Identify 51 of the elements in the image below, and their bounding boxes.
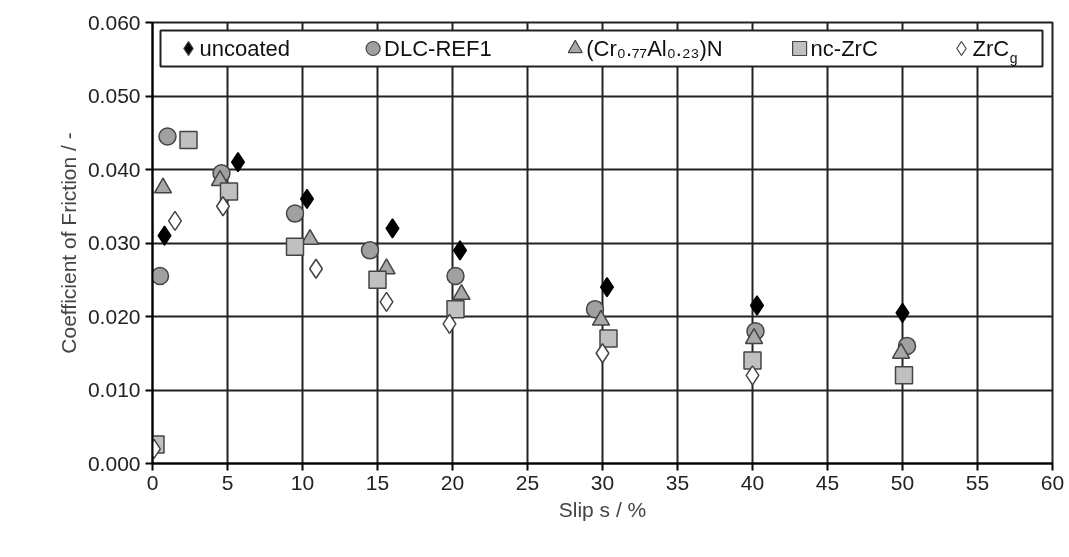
y-tick-label: 0.030 (87, 231, 141, 254)
y-tick-label: 0.060 (87, 10, 141, 34)
point (599, 329, 618, 348)
point (285, 204, 305, 223)
x-tick-label: 40 (740, 470, 765, 494)
x-tick-label: 20 (440, 470, 465, 494)
legend-label: DLC-REF1 (384, 36, 492, 61)
point (152, 266, 170, 286)
point (745, 365, 760, 386)
point (285, 237, 305, 256)
y-tick-label: 0.010 (87, 378, 141, 401)
y-tick-label: 0.020 (87, 304, 141, 328)
x-tick-label: 45 (815, 470, 840, 494)
point (167, 210, 183, 232)
y-tick-label: 0.050 (87, 84, 141, 107)
legend-label: (Cr₀.₇₇Al₀.₂₃)N (586, 36, 723, 61)
x-tick-label: 5 (221, 470, 234, 494)
point (179, 130, 198, 150)
y-tick-label: 0.040 (87, 157, 141, 181)
point (385, 218, 400, 239)
x-tick-label: 55 (965, 470, 990, 494)
point (368, 270, 387, 289)
point (215, 196, 231, 217)
y-axis-title: Coefficient of Friction / - (56, 132, 80, 354)
point (157, 225, 172, 246)
y-tick-label: 0.000 (87, 451, 141, 475)
point (595, 343, 610, 364)
point (599, 276, 615, 298)
x-tick-label: 60 (1040, 470, 1065, 494)
x-tick-label: 0 (146, 470, 159, 494)
x-axis-title: Slip s / % (558, 497, 647, 521)
point (299, 188, 315, 210)
point (158, 127, 177, 146)
x-tick-label: 10 (290, 470, 315, 494)
point (360, 241, 380, 260)
point (230, 151, 246, 173)
point (308, 258, 324, 279)
point (219, 182, 239, 201)
point (452, 240, 468, 261)
point (446, 266, 465, 286)
x-tick-label: 15 (365, 470, 390, 494)
x-tick-label: 25 (515, 470, 540, 494)
x-tick-label: 30 (590, 470, 615, 494)
point (743, 351, 762, 370)
x-tick-label: 35 (665, 470, 690, 494)
x-tick-label: 50 (890, 470, 915, 494)
legend-label: nc-ZrC (810, 36, 878, 61)
point (749, 295, 765, 316)
legend-label: uncoated (199, 36, 291, 61)
point (894, 366, 914, 385)
point (446, 299, 465, 319)
